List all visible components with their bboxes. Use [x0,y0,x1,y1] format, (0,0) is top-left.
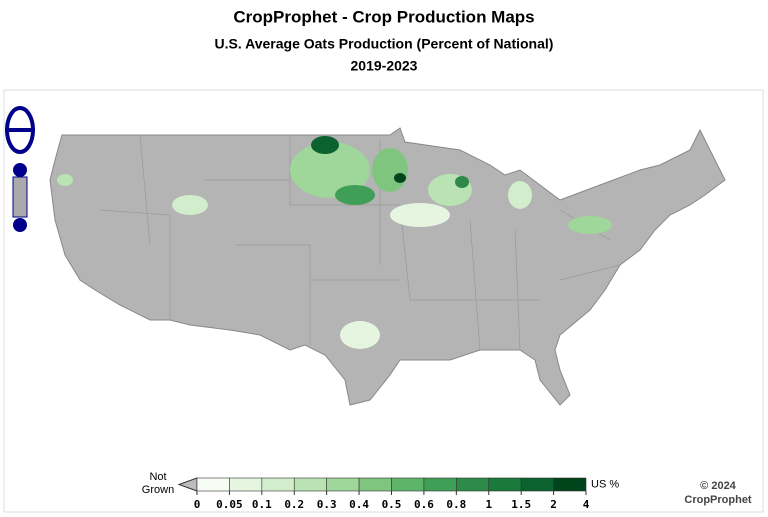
legend-swatch [358,477,392,492]
brand: CropProphet [684,494,752,506]
us-outline [49,127,726,406]
legend-tick-label: 0.5 [382,498,402,511]
legend-swatch [293,477,327,492]
production-areas [57,136,612,349]
legend-tick-label: 0.3 [317,498,337,511]
not-grown-label: Grown [142,484,174,496]
legend-tick-label: 0.6 [414,498,434,511]
legend-tick-label: 1 [485,498,492,511]
map-frame [3,89,764,513]
copyright: © 2024 [700,480,737,492]
legend-swatch [196,477,230,492]
legend-swatch [229,477,263,492]
legend-tick-label: 0.8 [446,498,466,511]
legend-swatch [261,477,295,492]
subtitle: U.S. Average Oats Production (Percent of… [215,36,554,52]
title: CropProphet - Crop Production Maps [233,7,534,26]
zoom-in[interactable] [13,163,27,177]
period: 2019-2023 [351,58,418,74]
zoom-out[interactable] [13,218,27,232]
legend-tick-label: 0.05 [216,498,243,511]
legend-swatch [391,477,425,492]
legend-swatch [553,477,587,492]
legend-tick-label: 0 [194,498,201,511]
legend-tick-label: 1.5 [511,498,531,511]
legend-tick-label: 0.2 [284,498,304,511]
legend-tick-label: 0.1 [252,498,272,511]
legend-swatch [423,477,457,492]
legend-unit: US % [591,478,619,490]
not-grown-label: Not [149,471,166,483]
legend-tick-label: 0.4 [349,498,369,511]
legend-swatch [488,477,522,492]
legend-tick-label: 4 [583,498,590,511]
not-grown-swatch [177,477,198,492]
legend-tick-label: 2 [550,498,557,511]
legend-swatch [520,477,554,492]
legend-swatch [456,477,490,492]
zoom-slider[interactable] [12,176,28,218]
us-map [49,127,726,406]
map-navigation[interactable] [5,106,35,232]
legend-swatch [326,477,360,492]
